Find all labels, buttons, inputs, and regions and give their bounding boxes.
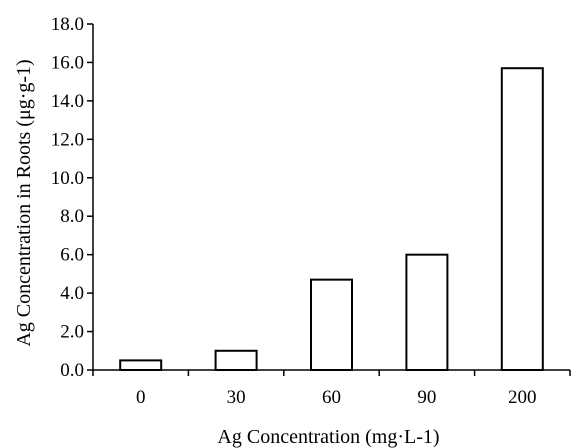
x-tick-label: 0 [136,387,146,408]
y-tick-label: 8.0 [60,206,84,227]
bar-30 [214,349,258,371]
bar-90 [405,253,449,372]
y-tick-label: 18.0 [51,14,84,35]
x-tick-label: 200 [508,387,537,408]
x-tick-label: 30 [227,387,246,408]
y-tick-label: 16.0 [51,52,84,73]
bars [119,67,544,372]
bar-200 [500,67,544,371]
bar-60 [310,278,353,371]
x-tick-label: 60 [322,387,341,408]
x-tick-label: 90 [417,387,436,408]
y-tick-label: 2.0 [60,322,84,343]
x-axis-ticks: 0 30 60 90 200 [92,370,571,408]
bar-0 [119,359,163,371]
y-tick-label: 4.0 [60,283,84,304]
y-axis-title: Ag Concentration in Roots (μg·g-1) [13,59,35,346]
y-tick-label: 6.0 [60,245,84,266]
y-tick-label: 10.0 [51,168,84,189]
y-tick-label: 14.0 [51,91,84,112]
y-tick-label: 12.0 [51,129,84,150]
x-axis-title: Ag Concentration (mg·L-1) [217,426,439,448]
y-tick-label: 0.0 [60,360,84,381]
y-axis-ticks: 0.0 2.0 4.0 6.0 8.0 10.0 12.0 14.0 16.0 18.0 [51,14,93,381]
